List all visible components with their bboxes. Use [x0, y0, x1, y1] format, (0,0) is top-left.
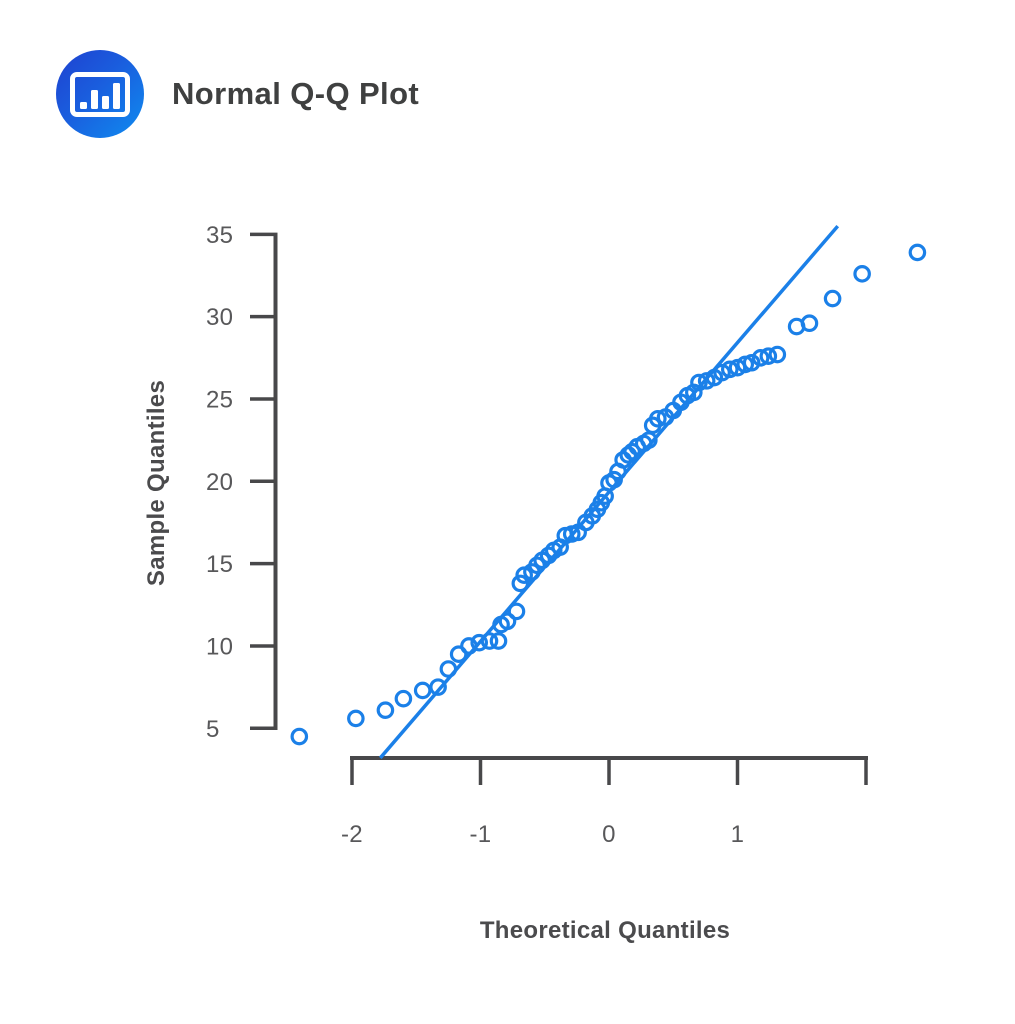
data-point — [823, 289, 842, 308]
bar-chart-icon-bar — [113, 82, 120, 109]
data-point — [649, 409, 667, 428]
data-point — [413, 681, 432, 700]
y-axis-title: Sample Quantiles — [143, 379, 170, 587]
data-point — [690, 373, 708, 392]
bar-chart-icon-dot — [80, 101, 87, 109]
data-point — [511, 574, 530, 593]
y-tick-label: 15 — [206, 551, 233, 578]
y-tick-label: 20 — [206, 469, 233, 496]
data-point — [759, 347, 778, 365]
data-point — [539, 546, 558, 565]
data-point — [720, 360, 739, 379]
x-tick-label: 1 — [731, 821, 745, 848]
y-tick-label: 5 — [206, 716, 220, 743]
data-point — [853, 265, 871, 283]
data-point — [623, 442, 641, 461]
data-point — [768, 345, 787, 364]
data-point — [742, 353, 761, 372]
bar-chart-icon-bar — [91, 89, 98, 109]
data-point — [800, 314, 819, 333]
y-tick-label: 10 — [206, 633, 233, 660]
bar-chart-icon-bar — [102, 95, 109, 109]
data-point — [498, 612, 517, 631]
y-tick-label: 25 — [206, 386, 233, 413]
data-point — [480, 632, 499, 650]
data-point — [290, 727, 309, 746]
x-axis-title: Theoretical Quantiles — [479, 917, 731, 944]
data-point — [489, 632, 508, 650]
x-tick-label: -1 — [470, 821, 492, 848]
data-point — [605, 470, 623, 489]
bar-chart-icon — [56, 50, 144, 138]
data-point — [528, 556, 546, 575]
page-title: Normal Q-Q Plot — [172, 76, 420, 111]
header: Normal Q-Q Plot — [0, 0, 1015, 160]
data-point — [751, 349, 770, 367]
data-point — [347, 709, 365, 728]
data-point — [376, 701, 395, 719]
data-point — [439, 660, 458, 678]
data-point — [507, 602, 526, 621]
x-tick-label: -2 — [341, 821, 363, 848]
bar-chart-icon-frame — [70, 71, 130, 117]
y-tick-label: 35 — [206, 222, 233, 249]
data-point — [460, 637, 478, 655]
x-tick-label: 0 — [602, 821, 616, 848]
data-point — [394, 689, 413, 708]
data-point — [470, 633, 489, 652]
data-point — [908, 243, 927, 262]
data-point — [429, 678, 447, 696]
y-tick-label: 30 — [206, 304, 233, 331]
